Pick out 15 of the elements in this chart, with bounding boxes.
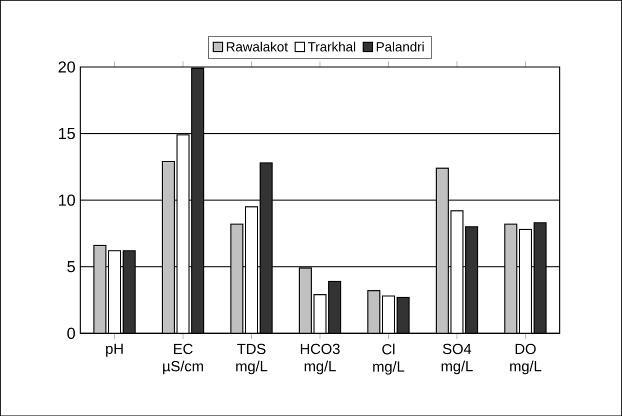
legend-label: Trarkhal xyxy=(308,42,356,52)
legend-label: Rawalakot xyxy=(226,42,288,52)
y-tick-label: 5 xyxy=(67,261,75,272)
x-tick-label: TDS mg/L xyxy=(236,344,268,374)
y-tick-label: 0 xyxy=(67,328,75,339)
x-tick-label: Cl mg/L xyxy=(373,344,404,375)
x-tick-label: EC µS/cm xyxy=(163,344,203,374)
y-tick-label: 15 xyxy=(59,128,75,139)
x-tick-label: pH xyxy=(106,344,123,357)
x-tick-label: SO4 mg/L xyxy=(442,344,473,374)
legend-label: Palandri xyxy=(376,42,424,52)
x-tick-label: DO mg/L xyxy=(510,344,542,374)
y-tick-label: 20 xyxy=(58,61,75,72)
x-tick-label: HCO3 mg/L xyxy=(300,344,340,374)
y-tick-label: 10 xyxy=(59,194,75,206)
